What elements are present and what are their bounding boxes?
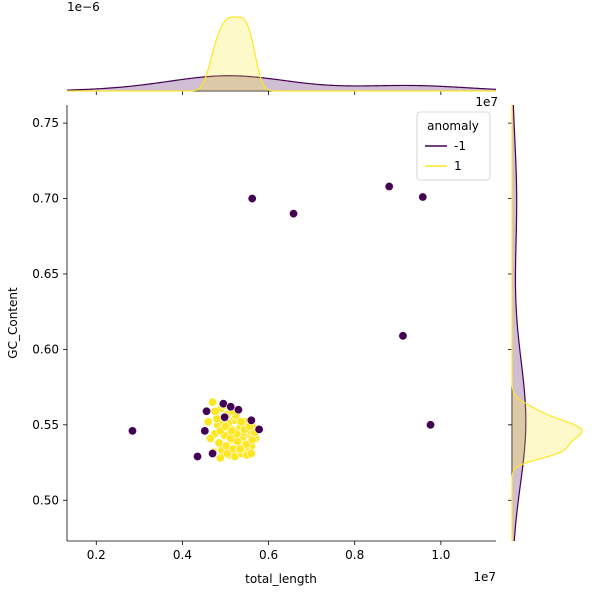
x-tick-label: 0.8 <box>345 548 364 562</box>
x-tick-label: 0.6 <box>259 548 278 562</box>
scatter-point-normal <box>227 426 237 436</box>
top-kde-fill-anomaly <box>67 75 496 91</box>
scatter-point-normal <box>210 406 220 416</box>
legend-title: anomaly <box>427 119 479 133</box>
scatter-point-normal <box>221 421 231 431</box>
scatter-point-anomaly <box>127 426 137 436</box>
y-tick-label: 0.65 <box>32 267 59 281</box>
scatter-point-anomaly <box>289 209 299 219</box>
top-kde-line-normal <box>67 16 496 92</box>
scatter-point-anomaly <box>220 412 230 422</box>
scatter-point-anomaly <box>418 192 428 202</box>
scatter-point-anomaly <box>247 194 257 204</box>
scatter-point-normal <box>235 444 245 454</box>
scatter-point-anomaly <box>208 448 218 458</box>
x-tick-label: 0.2 <box>87 548 106 562</box>
right-marginal-offset-label: 1e7 <box>475 95 498 109</box>
y-axis-label: GC_Content <box>6 287 20 359</box>
scatter-point-anomaly <box>226 402 236 412</box>
top-marginal-offset-label: 1e−6 <box>67 0 100 14</box>
legend-frame <box>416 111 491 181</box>
y-tick-label: 0.60 <box>32 342 59 356</box>
legend-label-pos: 1 <box>454 159 462 173</box>
scatter-point-anomaly <box>233 405 243 415</box>
x-axis-ticks: 0.2 0.4 0.6 0.8 1.0 <box>87 541 450 562</box>
x-tick-label: 1.0 <box>431 548 450 562</box>
right-kde-fill-anomaly <box>512 105 526 541</box>
y-tick-label: 0.70 <box>32 192 59 206</box>
scatter-point-anomaly <box>200 426 210 436</box>
y-tick-label: 0.75 <box>32 116 59 130</box>
top-marginal-kde <box>66 16 497 95</box>
scatter-point-normal <box>215 453 225 463</box>
scatter-point-anomaly <box>202 406 212 416</box>
scatter-point-anomaly <box>384 181 394 191</box>
scatter-point-normal <box>236 417 246 427</box>
right-marginal-kde <box>508 104 583 542</box>
scatter-point-normal <box>246 448 256 458</box>
x-tick-label: 0.4 <box>173 548 192 562</box>
legend: anomaly -1 1 <box>416 111 491 181</box>
right-kde-line-anomaly <box>512 104 527 542</box>
top-kde-line-anomaly <box>66 75 497 91</box>
scatter-point-anomaly <box>398 331 408 341</box>
scatter-point-normal <box>208 397 218 407</box>
scatter-point-normal <box>247 435 257 445</box>
scatter-point-normal <box>212 414 222 424</box>
x-axis-offset-label: 1e7 <box>473 570 496 584</box>
scatter-point-anomaly <box>254 424 264 434</box>
scatter-points <box>127 181 436 463</box>
scatter-point-normal <box>203 417 213 427</box>
x-axis-label: total_length <box>245 572 317 586</box>
y-tick-label: 0.50 <box>32 493 59 507</box>
y-tick-label: 0.55 <box>32 418 59 432</box>
scatter-point-anomaly <box>426 420 436 430</box>
scatter-point-normal <box>205 433 215 443</box>
scatter-point-normal <box>222 448 232 458</box>
main-scatter-axes: 0.2 0.4 0.6 0.8 1.0 0.50 0.55 0.60 0.65 0.70 0.75 <box>32 105 496 562</box>
scatter-point-anomaly <box>193 452 203 462</box>
legend-label-neg: -1 <box>454 139 466 153</box>
right-kde-fill-normal <box>512 105 582 541</box>
right-kde-line-normal <box>511 105 583 541</box>
scatter-point-anomaly <box>246 415 256 425</box>
scatter-point-normal <box>233 436 243 446</box>
y-axis-ticks: 0.50 0.55 0.60 0.65 0.70 0.75 <box>32 116 67 507</box>
